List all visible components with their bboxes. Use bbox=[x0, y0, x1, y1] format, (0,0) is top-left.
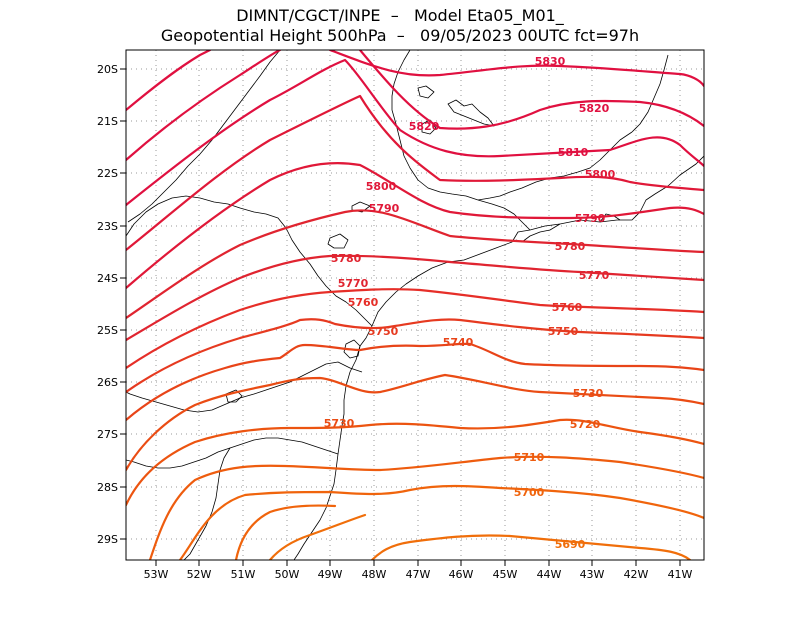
contour-5690-b bbox=[268, 513, 367, 560]
contour-label: 5770 bbox=[579, 269, 610, 282]
contour-5820-a bbox=[126, 50, 282, 162]
contour-label: 5800 bbox=[366, 180, 397, 193]
state-border-mg-rj bbox=[477, 131, 633, 201]
contour-label: 5800 bbox=[585, 168, 616, 181]
lon-label-52W: 52W bbox=[187, 568, 212, 581]
contour-label: 5750 bbox=[548, 325, 579, 338]
contour-label: 5780 bbox=[555, 240, 586, 253]
lat-label-25S: 25S bbox=[97, 324, 118, 337]
furnas-reservoir bbox=[447, 99, 495, 127]
latitude-labels: 20S 21S 22S 23S 24S 25S 26S 27S 28S 29S bbox=[97, 63, 118, 546]
contour-5740 bbox=[126, 342, 704, 422]
contour-label: 5780 bbox=[331, 252, 362, 265]
contour-5820-b bbox=[358, 50, 704, 130]
map-frame bbox=[125, 49, 705, 561]
axis-ticks bbox=[120, 68, 681, 566]
contour-5830-b bbox=[328, 50, 704, 88]
longitude-labels: 53W 52W 51W 50W 49W 48W 47W 46W 45W 44W … bbox=[144, 568, 693, 581]
lon-label-47W: 47W bbox=[406, 568, 431, 581]
lat-label-28S: 28S bbox=[97, 481, 118, 494]
reservoir-4 bbox=[225, 389, 243, 403]
patos-lagoon bbox=[343, 339, 361, 359]
contour-label: 5720 bbox=[570, 418, 601, 431]
contour-label: 5820 bbox=[409, 120, 440, 133]
lon-label-49W: 49W bbox=[318, 568, 343, 581]
contour-5800 bbox=[126, 94, 704, 252]
atlantic-coastline bbox=[293, 155, 704, 560]
contour-label: 5690 bbox=[555, 538, 586, 551]
lat-label-24S: 24S bbox=[97, 272, 118, 285]
contour-label: 5770 bbox=[338, 277, 369, 290]
reservoir-3 bbox=[327, 233, 349, 249]
lon-label-44W: 44W bbox=[537, 568, 562, 581]
contour-5730 bbox=[126, 373, 704, 472]
contour-label: 5790 bbox=[369, 202, 400, 215]
map-subtitle: Geopotential Height 500hPa – 09/05/2023 … bbox=[160, 26, 640, 45]
lat-label-21S: 21S bbox=[97, 115, 118, 128]
uruguay-river bbox=[183, 447, 231, 560]
contour-5700-b bbox=[234, 504, 337, 560]
contour-label: 5760 bbox=[348, 296, 379, 309]
contour-value-labels: 5830 5820 5820 5810 5800 5800 5790 5790 … bbox=[324, 55, 616, 551]
lat-label-20S: 20S bbox=[97, 63, 118, 76]
contour-5720 bbox=[126, 418, 704, 507]
contour-label: 5730 bbox=[324, 417, 355, 430]
lon-label-41W: 41W bbox=[668, 568, 693, 581]
lat-label-22S: 22S bbox=[97, 167, 118, 180]
contour-5780 bbox=[126, 209, 704, 320]
contour-lines bbox=[126, 50, 704, 560]
contour-5710 bbox=[148, 455, 704, 560]
contour-label: 5820 bbox=[579, 102, 610, 115]
state-border-sp-pr bbox=[126, 195, 373, 327]
lat-label-29S: 29S bbox=[97, 533, 118, 546]
lon-label-45W: 45W bbox=[493, 568, 518, 581]
lon-label-51W: 51W bbox=[231, 568, 256, 581]
contour-label: 5750 bbox=[368, 325, 399, 338]
contour-5770 bbox=[126, 254, 704, 342]
lon-label-43W: 43W bbox=[580, 568, 605, 581]
contour-label: 5790 bbox=[575, 212, 606, 225]
lon-label-53W: 53W bbox=[144, 568, 169, 581]
parana-river bbox=[127, 50, 281, 223]
contour-5790 bbox=[126, 162, 704, 290]
state-border-mg-es bbox=[631, 54, 669, 133]
contour-label: 5740 bbox=[443, 336, 474, 349]
contour-5750 bbox=[126, 318, 704, 394]
contour-label: 5830 bbox=[535, 55, 566, 68]
contour-5690 bbox=[370, 534, 692, 560]
contour-label: 5730 bbox=[573, 387, 604, 400]
lat-label-26S: 26S bbox=[97, 376, 118, 389]
state-border-pr-sc bbox=[126, 361, 363, 413]
lon-label-42W: 42W bbox=[624, 568, 649, 581]
contour-5830-a bbox=[126, 50, 212, 112]
contour-label: 5700 bbox=[514, 486, 545, 499]
contour-label: 5760 bbox=[552, 301, 583, 314]
lon-label-50W: 50W bbox=[275, 568, 300, 581]
lat-label-27S: 27S bbox=[97, 428, 118, 441]
reservoir-2 bbox=[417, 85, 435, 99]
contour-5810 bbox=[126, 58, 704, 207]
lon-label-48W: 48W bbox=[362, 568, 387, 581]
lat-label-23S: 23S bbox=[97, 220, 118, 233]
contour-5760 bbox=[126, 288, 704, 370]
state-border-rj-sp bbox=[477, 199, 531, 231]
guanabara-bay-outline bbox=[515, 223, 561, 243]
contour-label: 5810 bbox=[558, 146, 589, 159]
grid-lines bbox=[126, 50, 704, 560]
contour-label: 5710 bbox=[514, 451, 545, 464]
contour-5700 bbox=[178, 484, 704, 560]
map-title: DIMNT/CGCT/INPE – Model Eta05_M01_ bbox=[236, 6, 564, 25]
lon-label-46W: 46W bbox=[449, 568, 474, 581]
coastal-island-1 bbox=[351, 201, 371, 213]
